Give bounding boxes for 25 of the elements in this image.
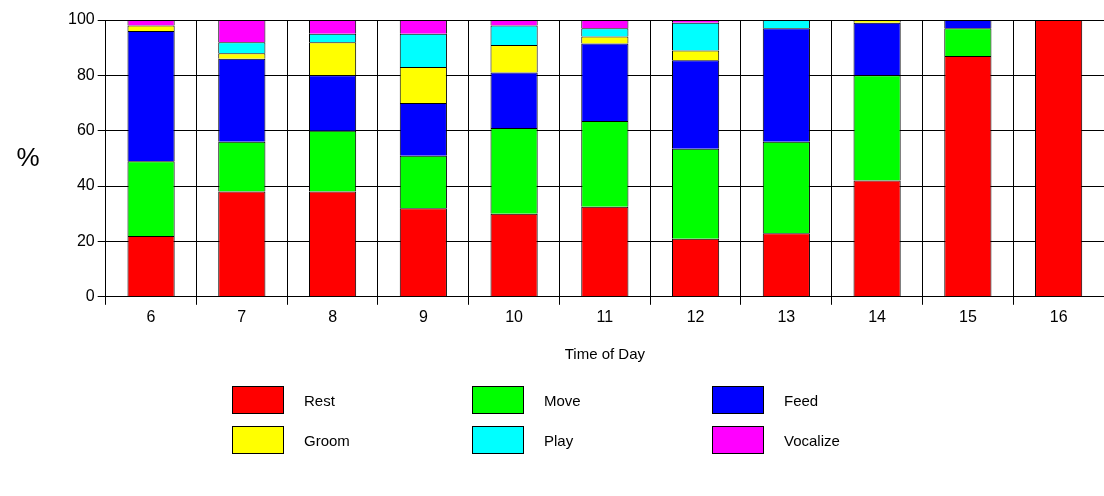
x-tick-label: 16 — [1049, 307, 1068, 325]
legend-label: Vocalize — [784, 431, 840, 449]
x-tick-label: 15 — [958, 307, 977, 325]
x-axis-title: Time of Day — [564, 345, 646, 363]
y-tick-label: 80 — [76, 65, 95, 83]
legend-label: Feed — [784, 391, 819, 409]
x-tick-label: 12 — [686, 307, 705, 325]
y-tick-label: 40 — [76, 176, 95, 194]
legend-label: Groom — [304, 431, 350, 449]
x-tick-label: 8 — [328, 307, 338, 325]
x-tick-label: 9 — [418, 307, 428, 325]
x-tick-label: 6 — [146, 307, 156, 325]
legend-label: Play — [544, 431, 574, 449]
legend-label: Move — [544, 391, 581, 409]
x-tick-label: 7 — [237, 307, 247, 325]
x-tick-label: 13 — [777, 307, 796, 325]
y-tick-label: 20 — [76, 231, 95, 249]
x-tick-label: 14 — [868, 307, 887, 325]
y-tick-label: 60 — [76, 121, 95, 139]
x-tick-label: 11 — [596, 307, 614, 325]
y-axis-title: % — [16, 141, 40, 172]
legend-label: Rest — [304, 391, 335, 409]
x-tick-label: 10 — [505, 307, 524, 325]
y-tick-label: 0 — [85, 287, 95, 305]
y-tick-label: 100 — [67, 10, 95, 28]
